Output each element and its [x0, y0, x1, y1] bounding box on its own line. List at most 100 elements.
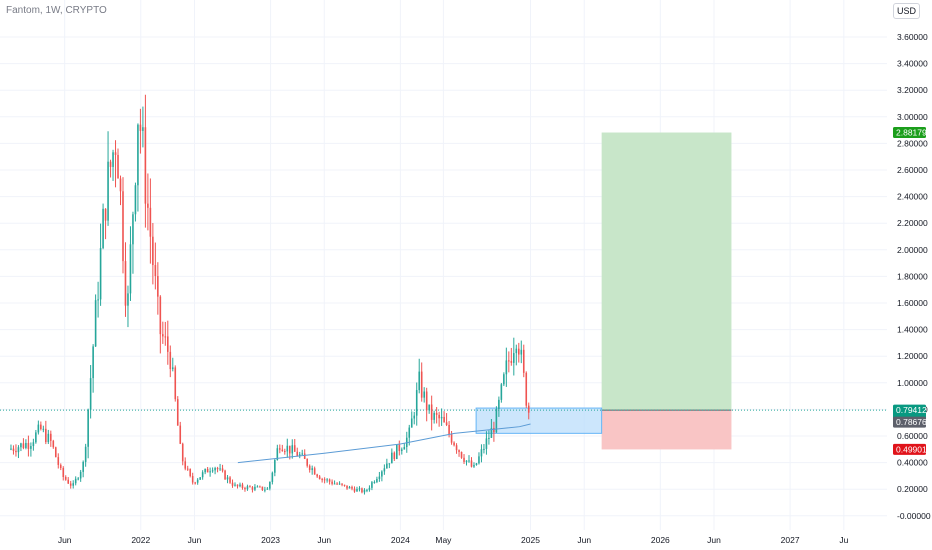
candle-body [321, 479, 323, 481]
candle-body [438, 414, 440, 419]
candle-body [378, 476, 381, 479]
candle-body [415, 390, 418, 416]
candle-body [498, 399, 500, 409]
candle-body [276, 448, 279, 460]
candle-body [186, 468, 189, 470]
y-tick-label: 3.00000 [897, 112, 928, 122]
candle-body [10, 448, 12, 450]
candle-body [490, 427, 493, 438]
candle-body [221, 468, 224, 471]
price-badge-profit [893, 127, 926, 139]
candle-body [12, 448, 15, 451]
candle-body [169, 351, 172, 370]
candle-body [67, 479, 70, 484]
candle-body [162, 334, 164, 337]
candle-body [154, 265, 157, 277]
candle-body [336, 483, 338, 485]
symbol-title: Fantom, 1W, CRYPTO [6, 5, 107, 16]
candle-body [445, 422, 448, 425]
y-tick-label: 3.60000 [897, 32, 928, 42]
candle-body [129, 244, 132, 294]
candle-body [376, 478, 378, 483]
candle-body [122, 191, 124, 262]
candle-body [97, 299, 99, 301]
candle-body [69, 483, 72, 486]
candle-body [331, 481, 333, 484]
candle-body [488, 437, 490, 439]
candle-body [206, 468, 209, 473]
candle-body [281, 449, 284, 452]
candle-body [418, 371, 421, 391]
currency-button[interactable]: USD [893, 3, 920, 19]
candle-body [503, 374, 505, 385]
candle-body [54, 447, 57, 458]
price-badge-label: 0.49901 [896, 444, 927, 454]
y-tick-label: 3.20000 [897, 85, 928, 95]
candle-body [142, 127, 144, 131]
candle-body [351, 486, 353, 489]
candle-body [508, 360, 510, 362]
y-tick-label: 1.00000 [897, 378, 928, 388]
candle-body [470, 460, 473, 467]
candle-body [77, 478, 79, 480]
candle-body [517, 348, 520, 355]
candle-body [515, 348, 518, 354]
candle-body [318, 476, 321, 480]
moving-average-line [237, 423, 531, 464]
candle-body [57, 457, 60, 465]
candle-body [17, 447, 20, 453]
candle-body [371, 482, 373, 488]
candle-body [396, 444, 398, 459]
candle-body [42, 428, 45, 430]
y-tick-label: 2.80000 [897, 138, 928, 148]
candle-body [261, 486, 264, 490]
candle-body [30, 446, 32, 449]
candle-body [306, 458, 308, 466]
candle-body [79, 471, 82, 479]
candle-body [420, 371, 423, 398]
candle-body [453, 442, 455, 446]
candle-body [413, 415, 416, 419]
candle-body [388, 463, 391, 465]
candle-body [403, 447, 406, 450]
y-tick-label: 2.60000 [897, 165, 928, 175]
candle-body [313, 468, 316, 475]
candle-body [363, 489, 366, 493]
candle-body [443, 416, 445, 423]
candle-body [373, 482, 376, 484]
candle-body [328, 479, 331, 482]
candle-body [475, 463, 478, 465]
candle-body [269, 481, 271, 489]
candle-body [473, 464, 475, 467]
candle-body [463, 457, 465, 462]
candle-body [493, 427, 495, 433]
candle-body [191, 476, 194, 483]
x-tick-label: 2024 [391, 535, 410, 545]
candle-body [114, 152, 117, 155]
candle-body [64, 476, 67, 480]
x-tick-label: 2023 [261, 535, 280, 545]
candle-body [353, 488, 356, 492]
candle-body [308, 465, 311, 470]
candle-body [435, 412, 438, 415]
y-tick-label: 2.00000 [897, 245, 928, 255]
x-tick-label: May [435, 535, 452, 545]
candle-body [164, 336, 167, 338]
candle-body [311, 468, 313, 470]
candle-body [358, 488, 361, 490]
candle-body [199, 477, 201, 480]
candle-body [520, 349, 523, 355]
y-tick-label: 1.40000 [897, 325, 928, 335]
candle-body [440, 416, 443, 419]
candle-body [338, 483, 341, 485]
candle-body [386, 463, 388, 469]
x-tick-label: Jun [58, 535, 72, 545]
candle-body [398, 444, 401, 451]
candle-body [323, 479, 326, 481]
candle-body [510, 360, 513, 363]
x-tick-label: 2027 [781, 535, 800, 545]
candle-body [460, 451, 463, 458]
candle-body [274, 459, 276, 473]
candle-body [428, 404, 430, 411]
